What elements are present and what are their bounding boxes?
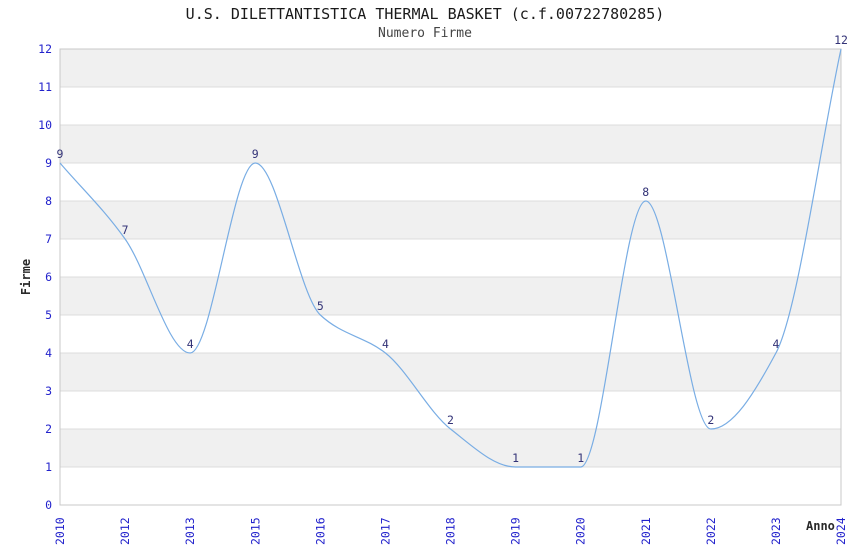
y-tick-label: 9 [45,156,52,170]
x-tick-label: 2015 [248,517,262,545]
x-tick-label: 2018 [444,517,458,545]
y-tick-label: 3 [45,384,52,398]
point-label: 2 [707,413,714,427]
x-tick-label: 2020 [574,517,588,545]
y-tick-label: 7 [45,232,52,246]
point-label: 7 [122,223,129,237]
x-tick-label: 2012 [118,517,132,545]
grid-band [60,49,841,87]
x-tick-label: 2016 [313,517,327,545]
x-tick-label: 2022 [704,517,718,545]
y-tick-label: 1 [45,460,52,474]
chart-title: U.S. DILETTANTISTICA THERMAL BASKET (c.f… [185,5,665,23]
point-label: 12 [834,33,848,47]
point-label: 4 [187,337,194,351]
point-label: 5 [317,299,324,313]
y-tick-label: 4 [45,346,52,360]
x-tick-label: 2017 [378,517,392,545]
grid-band [60,125,841,163]
y-tick-label: 2 [45,422,52,436]
point-label: 1 [512,451,519,465]
x-axis-label: Anno [806,519,835,533]
point-label: 4 [772,337,779,351]
y-tick-label: 6 [45,270,52,284]
grid-band [60,429,841,467]
x-tick-label: 2010 [53,517,67,545]
plot-border [59,48,842,506]
y-tick-label: 10 [38,118,52,132]
y-tick-label: 0 [45,498,52,512]
point-label: 8 [642,185,649,199]
point-label: 1 [577,451,584,465]
x-tick-label: 2021 [639,517,653,545]
y-tick-label: 8 [45,194,52,208]
grid-band [60,353,841,391]
point-label: 9 [252,147,259,161]
x-tick-label: 2013 [183,517,197,545]
x-tick-label: 2019 [509,517,523,545]
grid-band [60,201,841,239]
x-tick-label: 2024 [834,517,848,545]
point-label: 9 [57,147,64,161]
point-label: 4 [382,337,389,351]
point-label: 2 [447,413,454,427]
chart-subtitle: Numero Firme [378,26,472,41]
grid-band [60,277,841,315]
y-tick-label: 12 [38,42,52,56]
series-line [59,48,842,468]
y-tick-label: 11 [38,80,52,94]
y-tick-label: 5 [45,308,52,322]
x-tick-label: 2023 [769,517,783,545]
